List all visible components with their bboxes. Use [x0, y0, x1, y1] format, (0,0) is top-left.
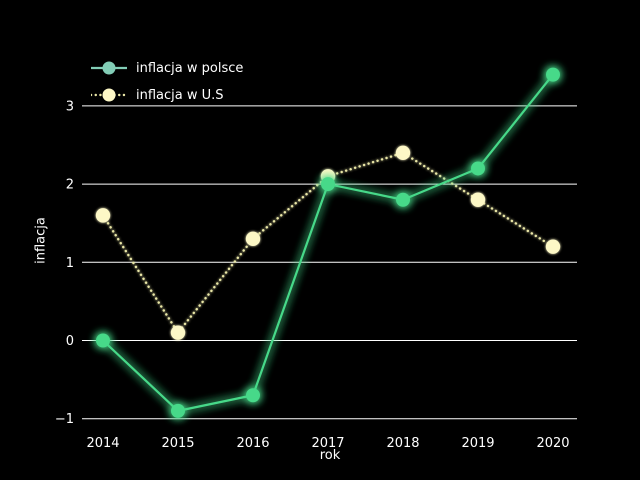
y-tick-label--1: −1: [55, 412, 74, 427]
legend-item-poland: inflacja w polsce: [91, 57, 243, 79]
x-tick-label-2020: 2020: [536, 436, 569, 451]
x-axis-label: rok: [319, 448, 341, 463]
poland-marker-2016: [246, 388, 260, 403]
y-tick-label-2: 2: [66, 178, 74, 193]
y-tick-label-0: 0: [66, 334, 74, 349]
poland-marker-2017: [321, 177, 335, 192]
x-tick-label-2016: 2016: [236, 436, 269, 451]
legend: inflacja w polsce inflacja w U.S: [91, 57, 243, 106]
y-axis-label: inflacja: [33, 217, 49, 264]
us-marker-2014: [95, 208, 111, 223]
us-series: [95, 145, 561, 340]
poland-marker-2015: [171, 403, 185, 418]
us-marker-2019: [470, 192, 486, 207]
us-marker-2015: [170, 325, 186, 340]
legend-label-us: inflacja w U.S: [136, 87, 224, 103]
poland-marker-2014: [96, 333, 110, 348]
poland-line: [102, 73, 554, 413]
x-tick-label-2018: 2018: [386, 436, 419, 451]
legend-item-us: inflacja w U.S: [91, 84, 243, 106]
poland-marker-2020: [546, 67, 560, 82]
y-tick-label-1: 1: [66, 256, 74, 271]
poland-marker-2019: [471, 161, 485, 176]
poland-series: [96, 67, 560, 418]
us-dotted-line-sample-icon: [91, 88, 127, 102]
us-marker-2020: [545, 239, 561, 254]
x-tick-label-2015: 2015: [161, 436, 194, 451]
us-marker-2016: [245, 231, 261, 247]
x-tick-label-2017: 2017: [311, 436, 344, 451]
us-marker-2018: [395, 145, 411, 161]
legend-label-poland: inflacja w polsce: [136, 60, 244, 76]
x-tick-label-2014: 2014: [86, 436, 119, 451]
poland-marker-2018: [396, 192, 410, 207]
poland-line-sample-icon: [91, 61, 127, 75]
y-tick-label-3: 3: [66, 99, 74, 114]
x-tick-label-2019: 2019: [461, 436, 494, 451]
us-legend-marker: [102, 88, 116, 102]
poland-legend-marker: [102, 61, 116, 75]
